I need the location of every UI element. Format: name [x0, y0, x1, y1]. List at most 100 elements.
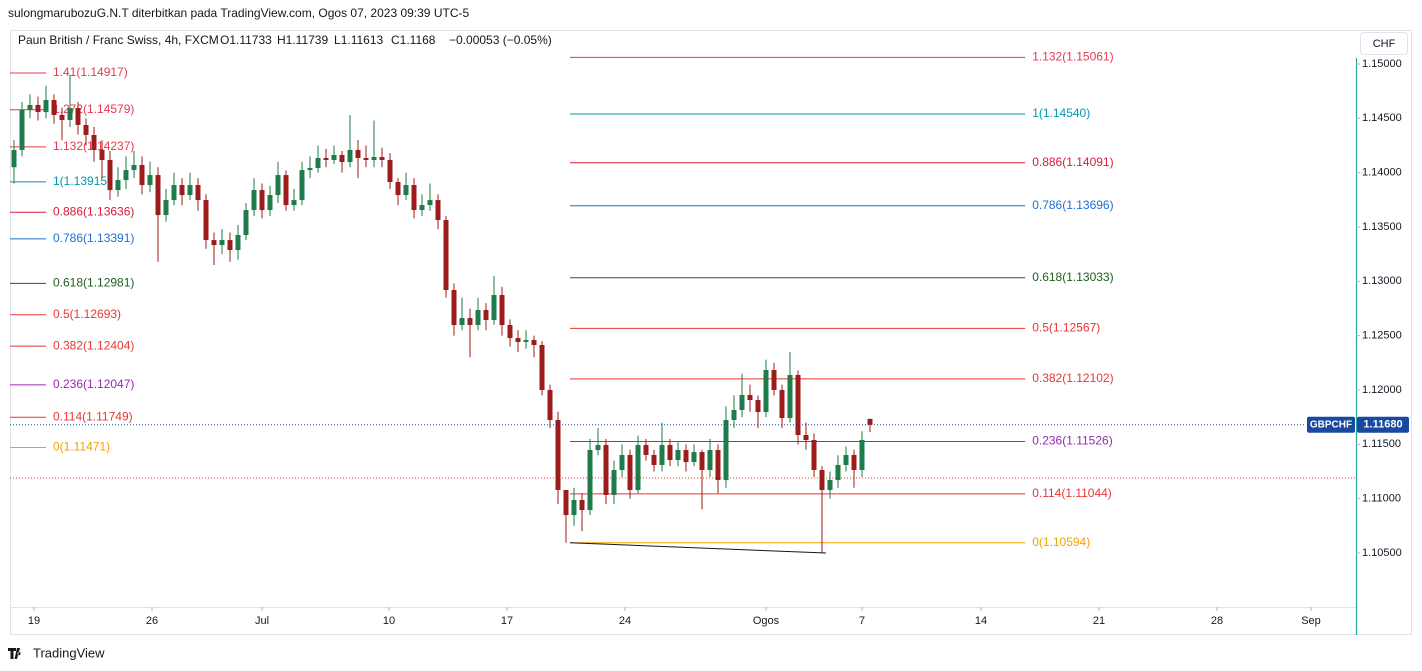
fib-label: 0.786(1.13391): [53, 231, 134, 245]
candle-body: [283, 175, 289, 206]
x-tick-label: 28: [1211, 615, 1223, 627]
candle-body: [787, 375, 793, 419]
publisher: sulongmarubozuG.N.T diterbitkan pada Tra…: [8, 6, 469, 20]
fib-label: 1.272(1.14579): [53, 102, 134, 116]
candle-body: [747, 394, 753, 400]
candle-body: [771, 370, 777, 391]
candle-body: [803, 434, 809, 440]
candle-body: [507, 325, 513, 339]
x-tick-label: 26: [146, 615, 158, 627]
last-price-label: 1.11680: [1363, 419, 1402, 431]
x-tick-label: 24: [619, 615, 631, 627]
candle-body: [195, 185, 201, 201]
y-tick-label: 1.10500: [1362, 547, 1402, 559]
candle-body: [187, 185, 193, 196]
candle-body: [627, 454, 633, 490]
candle-body: [11, 149, 17, 168]
candle-body: [763, 370, 769, 413]
y-tick-label: 1.14500: [1362, 112, 1402, 124]
fib-label: 0(1.11471): [53, 440, 110, 454]
candle-body: [299, 170, 305, 201]
candle-body: [635, 444, 641, 490]
candle-body: [323, 158, 329, 160]
candle-body: [483, 310, 489, 321]
candle-body: [355, 149, 361, 159]
candle-body: [835, 464, 841, 480]
candle-body: [779, 390, 785, 419]
candle-body: [171, 185, 177, 201]
candle-body: [347, 149, 353, 163]
symbol-title: Paun British / Franc Swiss, 4h, FXCM: [18, 33, 219, 47]
fib-label: 0.886(1.13636): [53, 204, 134, 218]
candle-body: [331, 154, 337, 160]
candle-body: [683, 449, 689, 463]
candle-body: [395, 182, 401, 196]
candle-body: [147, 175, 153, 186]
ohlc-item: H1.11739: [277, 33, 328, 47]
candle-body: [659, 444, 665, 465]
fib-label: 0.618(1.13033): [1032, 270, 1113, 284]
candle-body: [139, 164, 145, 186]
candle-body: [99, 149, 105, 160]
candle-body: [19, 109, 25, 150]
y-tick-label: 1.15000: [1362, 58, 1402, 70]
candle-body: [259, 190, 265, 211]
ohlc-key: H: [277, 33, 286, 47]
candle-body: [235, 235, 241, 251]
candle-body: [131, 164, 137, 171]
fib-label: 1.132(1.15061): [1032, 50, 1113, 64]
candle-body: [115, 180, 121, 191]
fib-label: 0.5(1.12567): [1032, 321, 1100, 335]
fib-label: 0.114(1.11749): [53, 409, 133, 423]
trendline: [569, 542, 827, 554]
symbol-tag: [1307, 416, 1355, 433]
candle-body: [419, 205, 425, 211]
candle-body: [731, 409, 737, 420]
candle-body: [243, 210, 249, 236]
x-tick-label: 19: [28, 615, 40, 627]
fib-label: 0.114(1.11044): [1032, 486, 1112, 500]
candle-body: [859, 439, 865, 470]
candle-body: [867, 419, 873, 425]
y-tick-label: 1.12000: [1362, 384, 1402, 396]
candle-body: [491, 295, 497, 321]
candle-body: [579, 499, 585, 511]
candle-body: [59, 114, 65, 120]
candle-body: [651, 454, 657, 465]
change: −0.00053 (−0.05%): [449, 33, 552, 47]
candle-body: [667, 444, 673, 460]
candle-body: [691, 452, 697, 463]
fib-label: 0.618(1.12981): [53, 276, 134, 290]
fib-label: 0.236(1.12047): [53, 377, 134, 391]
candle-body: [339, 154, 345, 163]
ohlc-value: 1.11739: [286, 33, 329, 47]
ohlc-item: C1.1168: [391, 33, 436, 47]
x-tick-label: Jul: [255, 615, 269, 627]
candle-body: [843, 454, 849, 465]
candle-body: [35, 104, 41, 113]
ohlc-value: 1.11613: [341, 33, 384, 47]
ohlc-item: O1.11733: [220, 33, 272, 47]
candle-body: [411, 185, 417, 211]
candle-body: [811, 439, 817, 470]
y-tick-label: 1.11500: [1362, 438, 1401, 450]
y-tick-label: 1.11000: [1362, 493, 1401, 505]
candle-body: [571, 499, 577, 516]
candle-body: [275, 175, 281, 196]
candle-body: [291, 200, 297, 206]
currency[interactable]: CHF: [1373, 38, 1396, 50]
ohlc-key: L: [334, 33, 341, 47]
candle-body: [307, 168, 313, 171]
candle-body: [699, 452, 705, 470]
candle-body: [387, 159, 393, 183]
candle-body: [427, 200, 433, 206]
currency-button[interactable]: [1360, 32, 1408, 55]
candle-body: [363, 158, 369, 160]
ohlc-key: C: [391, 33, 400, 47]
candle-body: [51, 99, 57, 115]
candle-body: [227, 240, 233, 251]
candle-body: [539, 345, 545, 391]
ohlc-value: 1.11733: [229, 33, 272, 47]
